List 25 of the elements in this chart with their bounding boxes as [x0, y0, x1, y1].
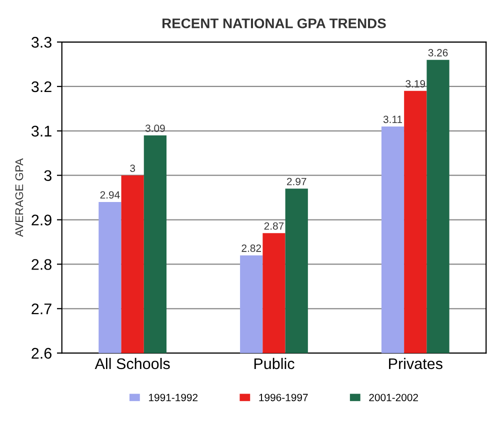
y-tick-label: 3.2: [31, 81, 52, 92]
data-label: 3.26: [428, 49, 448, 56]
data-label: 2.87: [264, 222, 284, 230]
data-label: 3.09: [145, 124, 165, 132]
data-label: 3.19: [406, 80, 426, 88]
y-axis-title: AVERAGE GPA: [15, 158, 24, 237]
y-tick-label: 3: [44, 170, 52, 182]
x-tick-label: Public: [254, 358, 294, 370]
legend-label: 1991-1992: [149, 394, 198, 402]
y-tick-label: 2.8: [32, 259, 52, 270]
data-label: 3: [130, 164, 136, 172]
legend-label: 2001-2002: [369, 394, 418, 402]
data-label: 2.94: [100, 191, 120, 199]
data-label: 2.97: [286, 178, 306, 186]
legend-label: 1996-1997: [259, 394, 308, 402]
y-tick-label: 3.1: [31, 126, 52, 137]
x-tick-label: Privates: [389, 358, 442, 370]
chart-title: RECENT NATIONAL GPA TRENDS: [162, 18, 386, 28]
y-tick-label: 2.6: [32, 348, 52, 359]
data-label: 3.11: [383, 116, 402, 124]
data-label: 2.82: [242, 244, 261, 252]
y-tick-label: 2.7: [32, 304, 52, 314]
x-tick-label: All Schools: [94, 358, 170, 370]
y-tick-label: 3.3: [31, 36, 52, 48]
y-tick-label: 2.9: [32, 214, 52, 226]
